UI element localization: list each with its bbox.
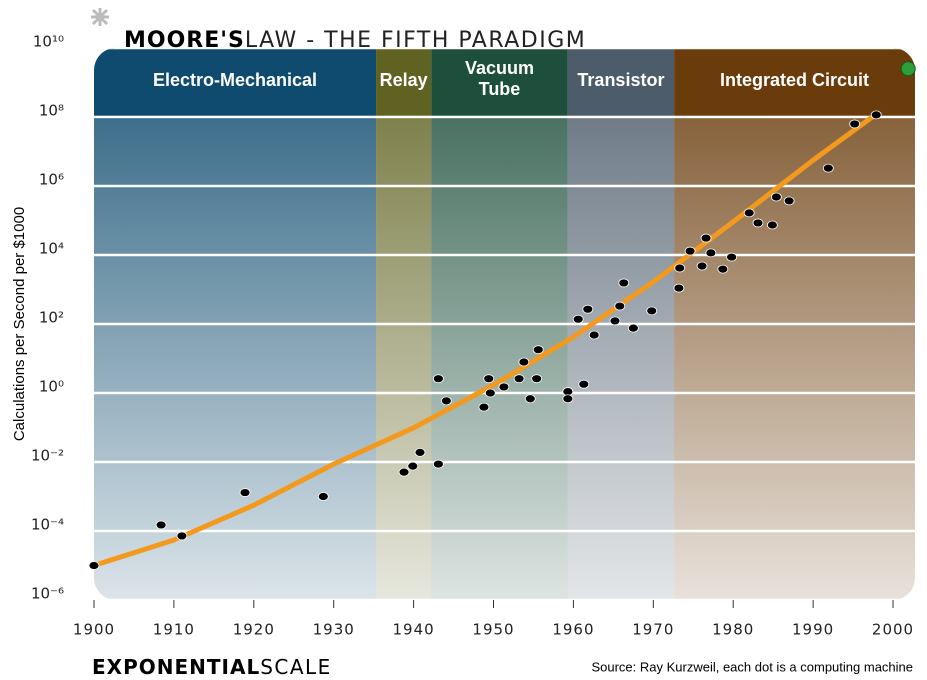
y-tick-label: 10⁻⁴ — [31, 516, 64, 534]
data-point — [870, 110, 882, 120]
data-point — [440, 396, 452, 406]
data-point — [498, 382, 510, 392]
source-note: Source: Ray Kurzweil, each dot is a comp… — [591, 659, 913, 674]
x-tick-label: 1950 — [472, 621, 514, 639]
data-point — [524, 394, 536, 404]
trend-line — [91, 111, 880, 568]
data-point — [432, 374, 444, 384]
data-point — [398, 467, 410, 477]
data-point — [176, 531, 188, 541]
data-point — [717, 264, 729, 274]
data-point — [531, 374, 543, 384]
data-point — [513, 374, 525, 384]
y-tick-label: 10⁶ — [39, 171, 64, 189]
x-tick-label: 1970 — [632, 621, 674, 639]
data-point — [88, 561, 100, 570]
data-point — [562, 387, 574, 396]
data-point — [627, 323, 639, 333]
data-point — [609, 316, 621, 326]
data-point — [673, 283, 685, 293]
x-tick-label: 1920 — [233, 621, 275, 639]
data-point — [518, 357, 530, 367]
footer: EXPONENTIALSCALE — [92, 655, 332, 679]
data-point — [900, 61, 916, 77]
y-tick-label: 10⁰ — [39, 378, 64, 396]
footer-bold: EXPONENTIAL — [92, 655, 260, 679]
data-point — [770, 192, 782, 202]
era-label: Integrated Circuit — [720, 70, 870, 90]
plot-area — [94, 48, 915, 600]
data-point — [646, 306, 658, 316]
y-tick-label: 10⁴ — [39, 240, 64, 258]
x-tick-label: 1930 — [313, 621, 355, 639]
x-tick-label: 1960 — [552, 621, 594, 639]
data-point — [317, 492, 329, 501]
data-point — [432, 459, 444, 469]
data-point — [572, 314, 584, 324]
x-tick-label: 1900 — [73, 621, 115, 639]
data-point — [705, 248, 717, 258]
data-point — [414, 447, 426, 457]
era-label: Vacuum Tube — [464, 58, 535, 99]
y-tick-label: 10¹⁰ — [33, 33, 64, 51]
x-tick-label: 1980 — [712, 621, 754, 639]
era-label: Electro-Mechanical — [152, 70, 318, 90]
data-point — [783, 196, 795, 206]
data-point — [684, 246, 696, 256]
y-axis-label: Calculations per Second per $1000 — [11, 207, 28, 441]
data-point — [484, 388, 496, 398]
data-point — [155, 520, 167, 530]
data-point — [674, 263, 686, 273]
data-point — [532, 345, 544, 355]
overlay: 10⁻⁶ 10⁻⁴ 10⁻² 10⁰ 10² 10⁴ 10⁶ 10⁸ 10¹⁰ 1900 1910 1… — [31, 33, 916, 639]
data-point — [752, 218, 764, 228]
y-tick-label: 10⁻⁶ — [31, 585, 64, 603]
data-point — [578, 379, 590, 389]
data-point — [849, 119, 861, 129]
data-point — [239, 488, 251, 497]
data-point — [562, 394, 574, 404]
data-point — [478, 402, 490, 412]
data-point — [483, 374, 495, 384]
data-point — [726, 252, 738, 262]
y-tick-label: 10⁻² — [31, 447, 64, 465]
x-tick-label: 1990 — [792, 621, 834, 639]
data-point — [588, 330, 600, 340]
x-tick-label: 2000 — [872, 621, 914, 639]
data-point — [696, 261, 708, 271]
data-point — [766, 220, 778, 230]
y-tick-label: 10⁸ — [39, 102, 64, 120]
data-point — [743, 208, 755, 218]
footer-rest: SCALE — [260, 655, 332, 679]
data-point — [407, 461, 419, 471]
data-point — [700, 233, 712, 243]
data-point — [822, 163, 834, 173]
data-point — [614, 301, 626, 311]
era-label: Relay — [379, 70, 428, 90]
logo-star — [91, 8, 109, 26]
data-point — [618, 278, 630, 288]
y-tick-label: 10² — [39, 309, 64, 327]
era-label: Transistor — [577, 70, 665, 90]
x-tick-label: 1910 — [153, 621, 195, 639]
x-tick-label: 1940 — [393, 621, 435, 639]
data-point — [582, 304, 594, 314]
